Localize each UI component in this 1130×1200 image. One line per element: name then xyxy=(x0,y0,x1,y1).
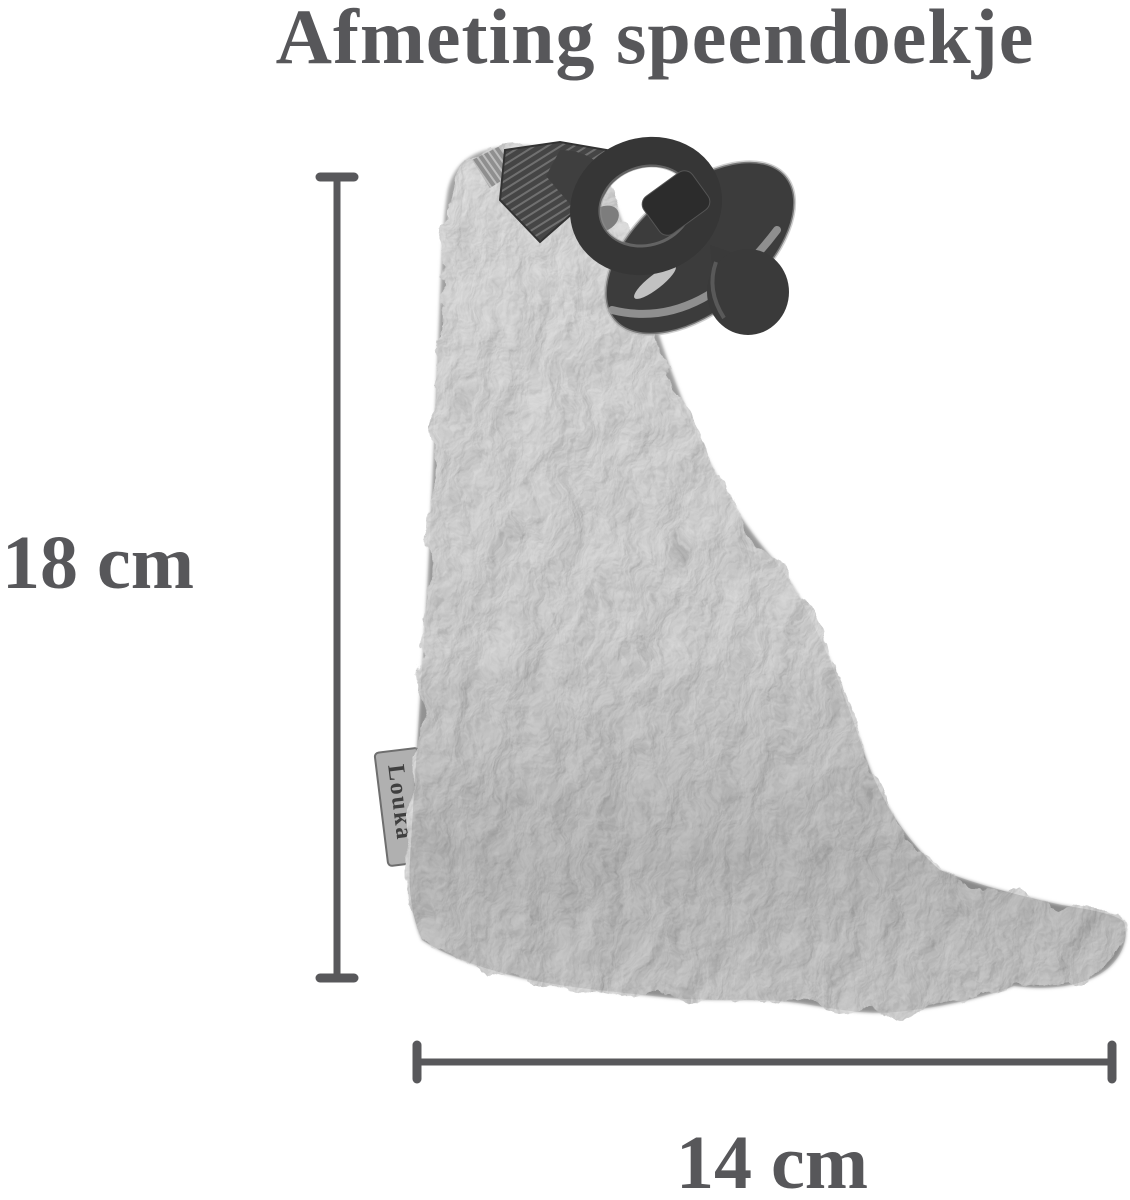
height-dimension-label: 18 cm xyxy=(2,521,195,605)
pacifier-knob-highlight xyxy=(710,261,726,320)
pacifier-vent-hole xyxy=(634,265,676,299)
dimension-lines xyxy=(315,172,1117,1084)
width-dimension-line xyxy=(412,1040,1117,1084)
pacifier-knob xyxy=(707,249,789,335)
height-dimension-line xyxy=(315,172,359,983)
pacifier-swivel-button xyxy=(641,170,711,236)
diagram-title: Afmeting speendoekje xyxy=(275,0,1035,80)
width-dimension-label: 14 cm xyxy=(675,1121,869,1200)
pacifier xyxy=(472,136,797,336)
pacifier-ring xyxy=(569,136,723,276)
